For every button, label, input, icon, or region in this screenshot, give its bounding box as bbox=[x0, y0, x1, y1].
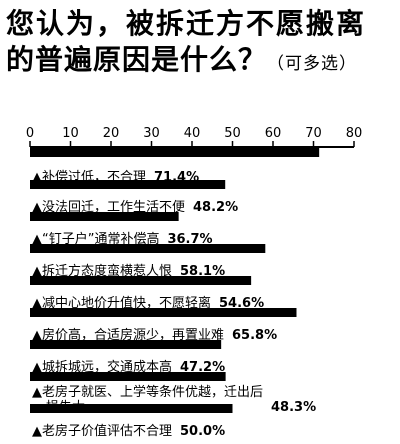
bar-8 bbox=[30, 372, 226, 381]
bar-label-line: ▲没法回迁，工作生活不便 bbox=[32, 200, 185, 215]
bar-3 bbox=[30, 212, 179, 221]
bar-label-line: ▲老房子价值评估不合理 bbox=[32, 423, 172, 439]
chart-title-note: （可多选） bbox=[267, 54, 358, 74]
bar-7 bbox=[30, 340, 222, 349]
bar-value-label-8: 48.3% bbox=[271, 400, 316, 415]
bar-label-line: ▲房价高，合适房源少，再置业难 bbox=[32, 327, 224, 343]
chart-title-main: 的普遍原因是什么？ bbox=[6, 43, 268, 76]
x-tick-label: 80 bbox=[346, 126, 363, 141]
bar-label-4: ▲拆迁方态度蛮横惹人恨 bbox=[32, 263, 172, 279]
x-tick-label: 20 bbox=[103, 126, 120, 141]
bar-6 bbox=[30, 308, 297, 317]
bar-value-label-6: 65.8% bbox=[232, 328, 277, 343]
bar-label-9: ▲老房子价值评估不合理 bbox=[32, 423, 172, 439]
bar-5 bbox=[30, 276, 252, 285]
bar-value-label-9: 50.0% bbox=[180, 424, 225, 439]
x-tick-label: 60 bbox=[265, 126, 282, 141]
bar-1 bbox=[30, 148, 320, 157]
x-tick-label: 70 bbox=[305, 126, 322, 141]
bar-label-line: ▲城拆城远，交通成本高 bbox=[32, 359, 172, 375]
bar-value-label-5: 54.6% bbox=[219, 296, 264, 311]
bar-label-3: ▲“钉子户”通常补偿高 bbox=[32, 231, 159, 247]
bar-label-line: ▲拆迁方态度蛮横惹人恨 bbox=[32, 263, 172, 279]
x-tick-label: 40 bbox=[184, 126, 201, 141]
x-tick-label: 10 bbox=[62, 126, 79, 141]
chart-title-line-1: 您认为，被拆迁方不愿搬离 bbox=[6, 7, 367, 40]
x-tick-label: 30 bbox=[143, 126, 160, 141]
x-tick-label: 0 bbox=[26, 126, 34, 141]
bar-label-5: ▲减中心地价升值快，不愿轻离 bbox=[32, 295, 211, 311]
bar-value-label-7: 47.2% bbox=[180, 360, 225, 375]
bar-label-line: ▲减中心地价升值快，不愿轻离 bbox=[32, 295, 211, 311]
bar-4 bbox=[30, 244, 266, 253]
bar-label-6: ▲房价高，合适房源少，再置业难 bbox=[32, 327, 224, 343]
bar-value-label-3: 36.7% bbox=[167, 232, 212, 247]
bar-2 bbox=[30, 180, 226, 189]
bar-9 bbox=[30, 404, 233, 413]
chart-title-line-2: 的普遍原因是什么？（可多选） bbox=[6, 44, 357, 80]
bar-label-2: ▲没法回迁，工作生活不便 bbox=[32, 200, 185, 215]
bar-label-line: ▲“钉子户”通常补偿高 bbox=[32, 231, 159, 247]
bar-value-label-2: 48.2% bbox=[193, 200, 238, 215]
x-tick-label: 50 bbox=[224, 126, 241, 141]
bar-label-7: ▲城拆城远，交通成本高 bbox=[32, 359, 172, 375]
bar-value-label-4: 58.1% bbox=[180, 264, 225, 279]
bar-label-line: ▲老房子就医、上学等条件优越，迁出后 bbox=[32, 384, 263, 400]
